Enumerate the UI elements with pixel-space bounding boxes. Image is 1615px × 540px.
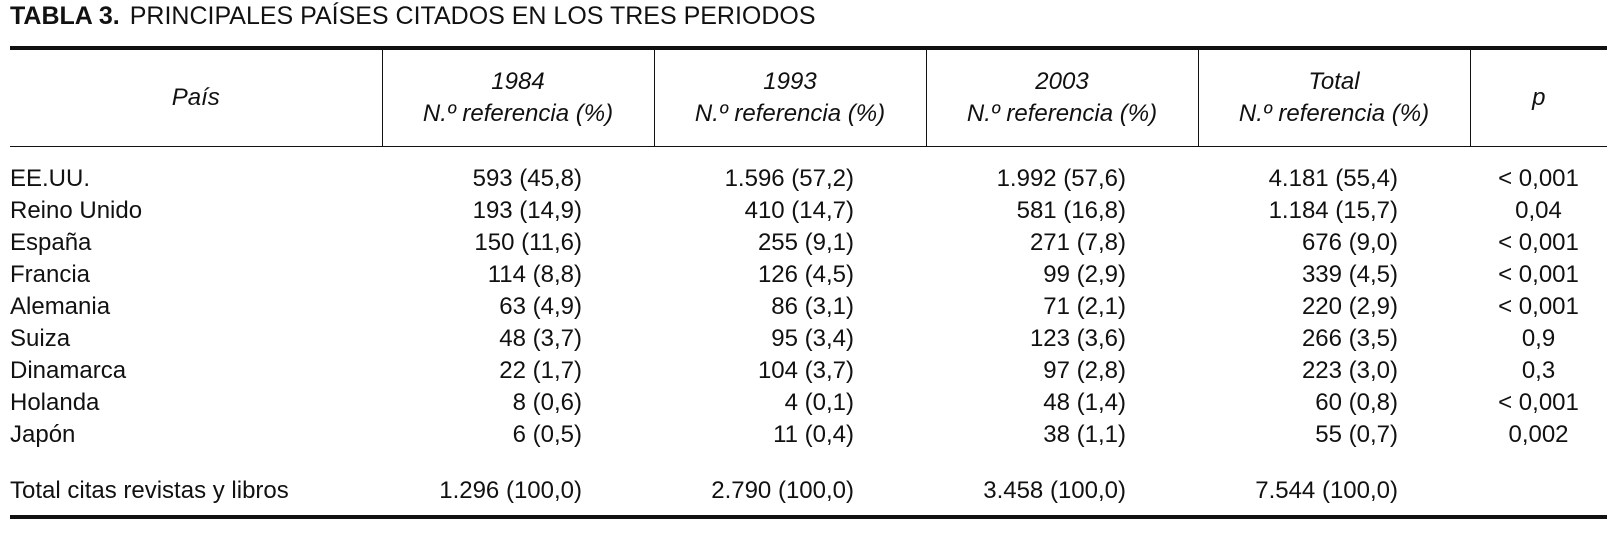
value-cell: 4 (0,1) <box>784 389 854 416</box>
country-cell: Holanda <box>10 389 100 416</box>
header-cell: País <box>10 48 382 147</box>
country-cell: Suiza <box>10 325 71 352</box>
value-cell: 193 (14,9) <box>472 197 582 224</box>
total-cell: 1.296 (100,0) <box>439 477 582 504</box>
table-row: Francia 114 (8,8) 126 (4,5) 99 (2,9) 339 (4,… <box>10 259 1607 291</box>
value-cell: 48 (3,7) <box>499 325 582 352</box>
header-line: 1984 <box>491 68 545 95</box>
header-line: Total <box>1308 68 1360 95</box>
total-cell: 7.544 (100,0) <box>1255 477 1398 504</box>
table-row: Reino Unido 193 (14,9) 410 (14,7) 581 (16,8… <box>10 195 1607 227</box>
header-row: País 1984 N.º referencia (%) 1993 N.º refere… <box>10 48 1607 147</box>
value-cell: 104 (3,7) <box>757 357 854 384</box>
value-cell: 255 (9,1) <box>757 229 854 256</box>
value-cell: 11 (0,4) <box>773 421 854 448</box>
value-cell: 8 (0,6) <box>512 389 582 416</box>
value-cell: 0,04 <box>1515 197 1562 224</box>
total-label: Total citas revistas y libros <box>10 477 289 504</box>
empty-cell <box>1470 453 1607 517</box>
value-cell: 95 (3,4) <box>771 325 854 352</box>
title-label: TABLA 3. <box>10 2 120 30</box>
value-cell: 22 (1,7) <box>499 357 582 384</box>
table-row: EE.UU. 593 (45,8) 1.596 (57,2) 1.992 (57,6)… <box>10 147 1607 196</box>
total-cell: 2.790 (100,0) <box>711 477 854 504</box>
header-cell: Total N.º referencia (%) <box>1197 48 1470 147</box>
value-cell: 63 (4,9) <box>499 293 582 320</box>
table-row: Suiza 48 (3,7) 95 (3,4) 123 (3,6) 266 (3,5) 0… <box>10 323 1607 355</box>
country-cell: EE.UU. <box>10 165 91 192</box>
table-header: País 1984 N.º referencia (%) 1993 N.º refere… <box>10 48 1607 147</box>
header-line: p <box>1532 84 1546 111</box>
value-cell: < 0,001 <box>1498 165 1579 192</box>
value-cell: 0,3 <box>1521 357 1556 384</box>
value-cell: < 0,001 <box>1498 229 1579 256</box>
value-cell: 1.992 (57,6) <box>996 165 1126 192</box>
value-cell: 223 (3,0) <box>1301 357 1398 384</box>
table-row: Japón 6 (0,5) 11 (0,4) 38 (1,1) 55 (0,7) 0,00… <box>10 419 1607 453</box>
table-body: EE.UU. 593 (45,8) 1.596 (57,2) 1.992 (57,6)… <box>10 147 1607 517</box>
value-cell: 1.184 (15,7) <box>1268 197 1398 224</box>
value-cell: 0,002 <box>1508 421 1569 448</box>
header-cell: p <box>1469 48 1607 147</box>
value-cell: 266 (3,5) <box>1301 325 1398 352</box>
header-line: 1993 <box>763 68 817 95</box>
value-cell: 4.181 (55,4) <box>1268 165 1398 192</box>
country-cell: Dinamarca <box>10 357 127 384</box>
header-cell: 2003 N.º referencia (%) <box>925 48 1198 147</box>
table: País 1984 N.º referencia (%) 1993 N.º refere… <box>10 46 1607 519</box>
header-line: N.º referencia (%) <box>694 100 886 127</box>
header-cell: 1993 N.º referencia (%) <box>653 48 926 147</box>
header-line: N.º referencia (%) <box>422 100 614 127</box>
value-cell: 97 (2,8) <box>1043 357 1126 384</box>
value-cell: < 0,001 <box>1498 389 1579 416</box>
value-cell: 581 (16,8) <box>1016 197 1126 224</box>
value-cell: 123 (3,6) <box>1029 325 1126 352</box>
value-cell: 99 (2,9) <box>1043 261 1126 288</box>
country-cell: España <box>10 229 92 256</box>
table-row: España 150 (11,6) 255 (9,1) 271 (7,8) 676 (9… <box>10 227 1607 259</box>
total-cell: 3.458 (100,0) <box>983 477 1126 504</box>
value-cell: 86 (3,1) <box>771 293 854 320</box>
header-line: N.º referencia (%) <box>966 100 1158 127</box>
value-cell: 339 (4,5) <box>1301 261 1398 288</box>
header-line: 2003 <box>1035 68 1089 95</box>
value-cell: 1.596 (57,2) <box>724 165 854 192</box>
table-row: Dinamarca 22 (1,7) 104 (3,7) 97 (2,8) 223 (3… <box>10 355 1607 387</box>
header-line: País <box>171 84 220 111</box>
table-row: Holanda 8 (0,6) 4 (0,1) 48 (1,4) 60 (0,8) < 0… <box>10 387 1607 419</box>
value-cell: 48 (1,4) <box>1043 389 1126 416</box>
table-row: Alemania 63 (4,9) 86 (3,1) 71 (2,1) 220 (2,9… <box>10 291 1607 323</box>
value-cell: < 0,001 <box>1498 293 1579 320</box>
value-cell: 0,9 <box>1521 325 1556 352</box>
value-cell: 6 (0,5) <box>512 421 582 448</box>
table-title: TABLA 3. PRINCIPALES PAÍSES CITADOS EN LO… <box>10 2 816 31</box>
country-cell: Francia <box>10 261 91 288</box>
country-cell: Reino Unido <box>10 197 143 224</box>
value-cell: 410 (14,7) <box>744 197 854 224</box>
country-cell: Japón <box>10 421 76 448</box>
value-cell: 126 (4,5) <box>757 261 854 288</box>
value-cell: 593 (45,8) <box>472 165 582 192</box>
value-cell: 71 (2,1) <box>1043 293 1126 320</box>
value-cell: 114 (8,8) <box>487 261 582 288</box>
value-cell: 150 (11,6) <box>474 229 582 256</box>
total-row: Total citas revistas y libros 1.296 (100,… <box>10 453 1607 517</box>
value-cell: 271 (7,8) <box>1029 229 1126 256</box>
header-line: N.º referencia (%) <box>1238 100 1430 127</box>
value-cell: < 0,001 <box>1498 261 1579 288</box>
value-cell: 38 (1,1) <box>1043 421 1126 448</box>
title-text: PRINCIPALES PAÍSES CITADOS EN LOS TRES P… <box>129 2 816 30</box>
header-cell: 1984 N.º referencia (%) <box>381 48 654 147</box>
country-cell: Alemania <box>10 293 111 320</box>
value-cell: 220 (2,9) <box>1301 293 1398 320</box>
value-cell: 676 (9,0) <box>1301 229 1398 256</box>
value-cell: 55 (0,7) <box>1315 421 1398 448</box>
value-cell: 60 (0,8) <box>1315 389 1398 416</box>
